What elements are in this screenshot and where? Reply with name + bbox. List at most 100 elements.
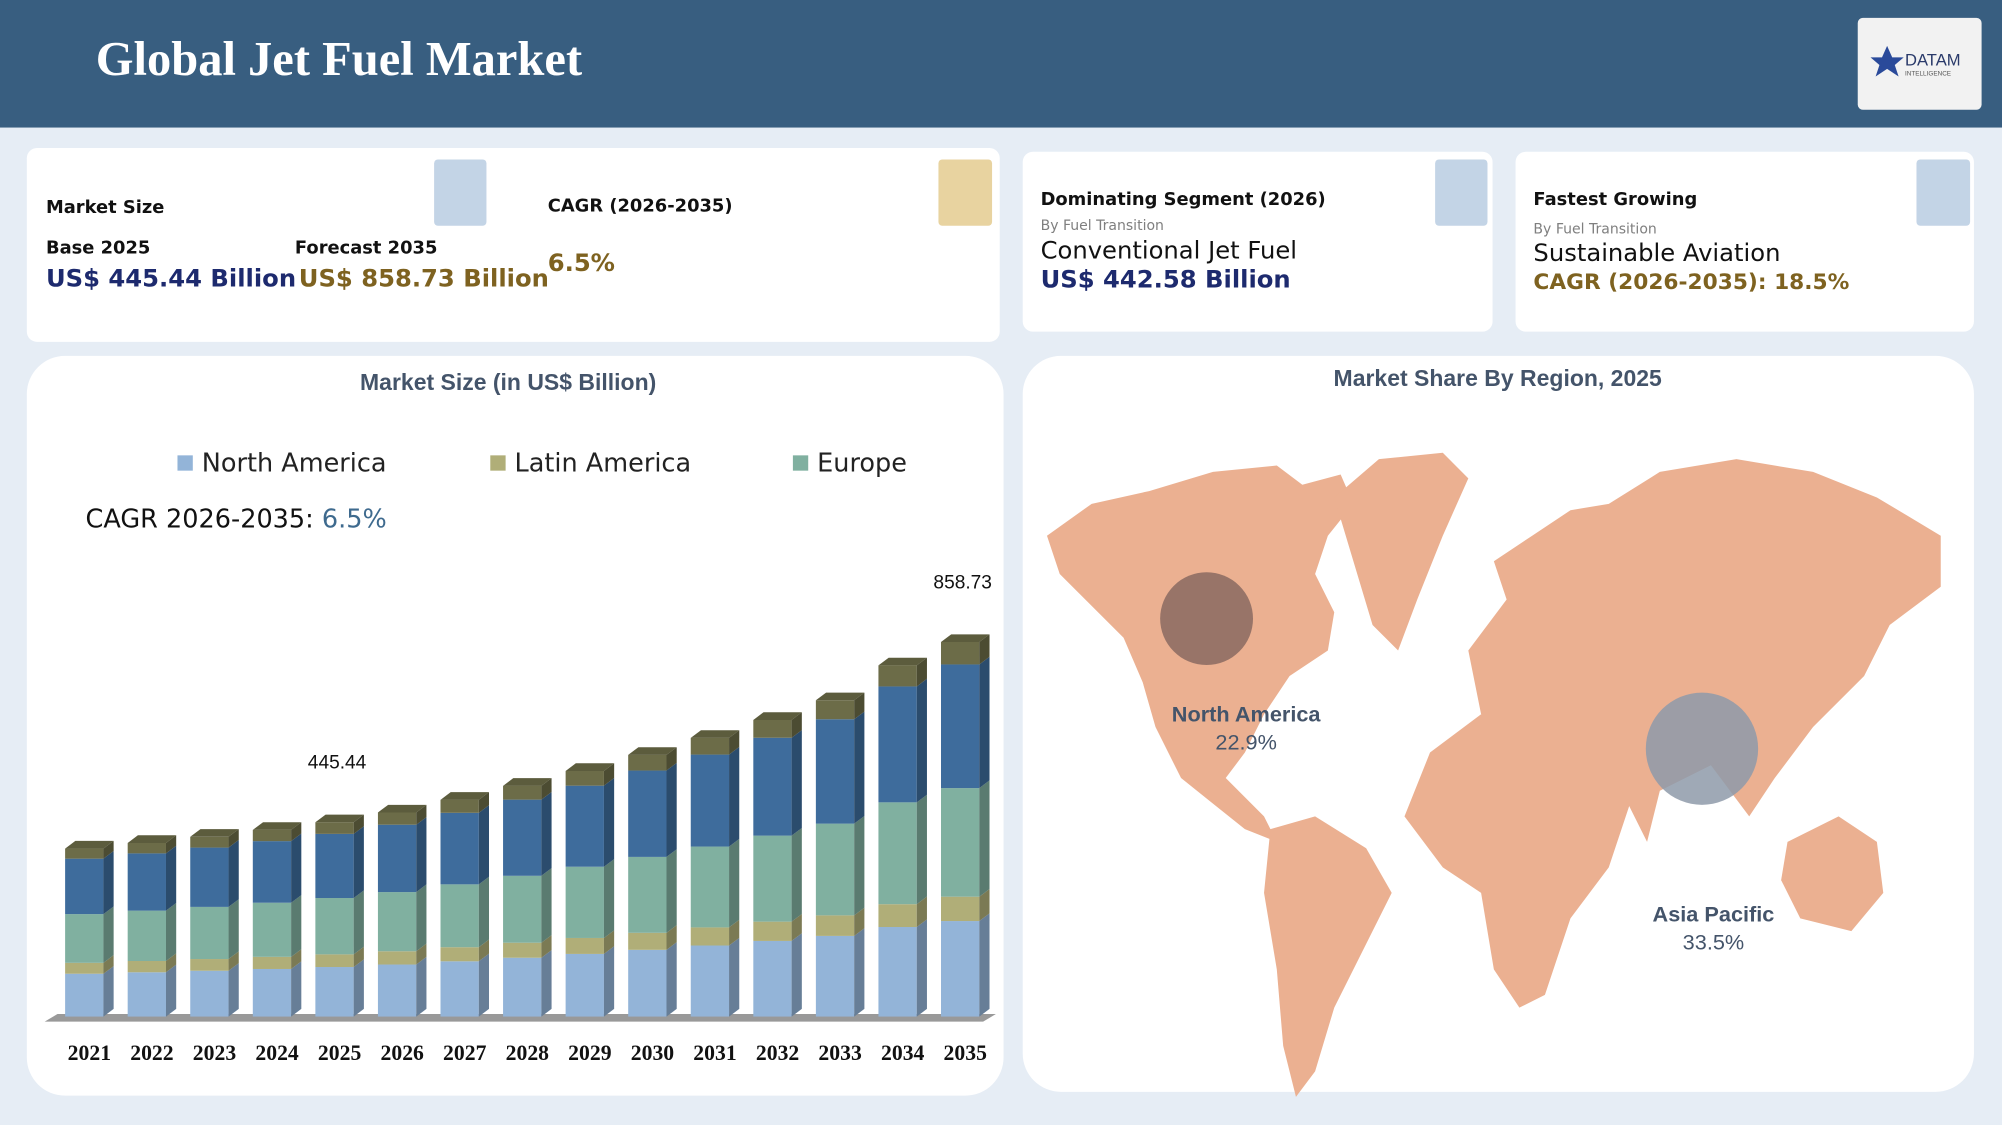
bar-side [291,949,302,969]
bar-top [377,804,427,813]
bar-segment [565,937,604,954]
card-title: Fastest Growing [1533,189,1697,210]
bar-segment [127,910,166,961]
total-label: 445.44 [308,753,367,774]
bar-segment [753,719,792,738]
bar-side [228,829,239,848]
bar-segment [690,737,730,755]
x-tick-label: 2032 [756,1041,799,1065]
bar-segment [503,799,542,876]
bar-segment [628,949,667,1017]
bar-side [291,822,302,842]
continent [1264,816,1392,1097]
bar-segment [440,947,479,962]
bar-segment [628,932,667,950]
bar-side [416,943,427,965]
bar-side [791,913,802,941]
bar-side [854,692,865,720]
bar-side [666,762,677,857]
bar-side [541,950,552,1017]
x-tick-label: 2024 [255,1041,299,1065]
bar-segment [252,902,292,957]
logo-star [1870,45,1904,77]
card-icon [1916,159,1971,226]
bar-side [729,919,740,946]
card-label: Forecast 2035 [295,238,437,259]
bar-segment [878,904,917,928]
bar-segment [440,961,479,1017]
bar-segment [440,884,479,948]
bar-side [478,953,490,1017]
card [1022,151,1493,332]
bar-top [252,822,302,830]
bar-top [753,712,802,720]
region-bubble [1160,572,1254,666]
bar-side [603,930,615,954]
bar-side [729,838,740,928]
card [26,147,1000,342]
bar-side [603,859,615,938]
bar-segment [252,956,292,969]
bar-segment [127,842,166,854]
bar-segment [690,754,730,847]
bar-side [791,730,802,836]
bar-side [541,868,552,943]
bar-side [979,656,990,789]
bar-segment [127,960,166,973]
bar-segment [878,802,917,905]
bar-segment [377,812,417,825]
bar-segment [878,686,917,803]
x-tick-label: 2029 [568,1041,612,1065]
bar-side [791,933,802,1017]
bar-segment [190,836,229,848]
continent [1781,816,1884,932]
bar-segment [690,945,730,1017]
bar-side [854,711,865,824]
header-bar [0,0,2002,128]
card-segment: Conventional Jet Fuel [1041,235,1297,264]
bar-segment [815,823,855,916]
bar-side [854,815,865,916]
bar-side [541,935,552,958]
bar-segment [753,940,792,1017]
region-bubble [1645,692,1759,805]
logo-box [1857,17,1982,110]
bar-side [103,966,114,1017]
bar-segment [65,914,104,963]
bar-segment [815,719,855,824]
cagr-value: 6.5% [322,504,387,534]
bar-segment [190,970,229,1017]
card-icon [1435,159,1488,226]
bar-segment [503,957,542,1017]
bar-segment [941,788,980,897]
card-value: US$ 445.44 Billion [46,263,296,292]
bar-side [603,946,615,1017]
bar-segment [377,824,417,893]
logo-subtext: INTELLIGENCE [1905,71,1951,78]
bar-segment [127,853,166,911]
bar-side [353,814,364,834]
bar-side [666,747,677,771]
bar-segment [252,829,292,842]
bar-segment [315,822,354,834]
page-title: Global Jet Fuel Market [96,33,582,86]
bar-segment [190,847,229,907]
card-subtitle: By Fuel Transition [1533,222,1656,238]
chart-title: Market Size (in US$ Billion) [360,369,656,395]
x-tick-label: 2026 [380,1041,424,1065]
bar-top [941,634,990,642]
bar-side [165,845,177,911]
bar-side [165,953,177,973]
bar-side [541,791,552,876]
bar-segment [377,892,417,952]
region-share: 22.9% [1215,729,1277,754]
bar-side [603,778,615,867]
bar-side [103,906,114,963]
bar-side [541,778,552,800]
bar-side [916,896,927,928]
logo-text: DATAM [1905,51,1961,70]
continent [1334,452,1469,651]
card-value: 6.5% [548,248,615,277]
bar-side [353,946,364,968]
bar-segment [565,953,604,1017]
